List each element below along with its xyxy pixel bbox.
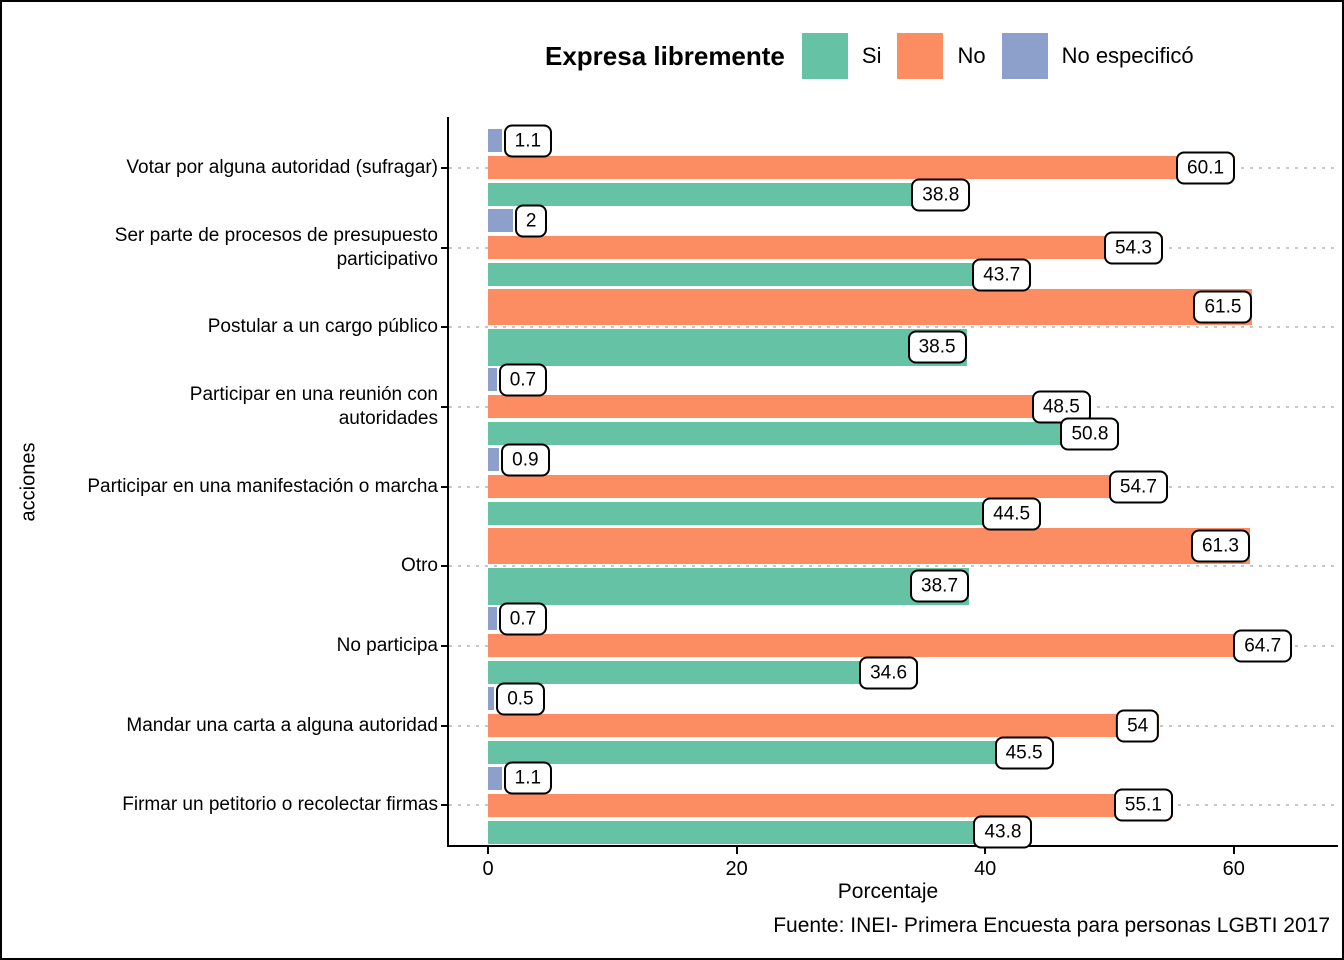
- x-axis-title: Porcentaje: [837, 880, 939, 903]
- bar-No: [488, 475, 1168, 498]
- bar-Si: [488, 502, 1042, 525]
- value-label: 50.8: [1060, 417, 1120, 451]
- legend-item: Si: [801, 33, 882, 79]
- legend-item-label: No especificó: [1061, 43, 1194, 68]
- legend: Expresa libremente Si No No especificó: [545, 33, 1210, 79]
- y-tick: [441, 326, 449, 329]
- value-label: 38.5: [907, 330, 967, 364]
- bar-No: [488, 634, 1293, 658]
- value-label: 0.9: [501, 443, 550, 476]
- category-label: Postular a un cargo público: [207, 316, 438, 338]
- plot-panel: Votar por alguna autoridad (sufragar) 1.1…: [87, 124, 1338, 849]
- value-label: 0.7: [498, 363, 548, 397]
- category-label: Otro: [401, 555, 438, 577]
- legend-item: No: [897, 33, 986, 79]
- x-tick-label: 60: [1222, 858, 1245, 880]
- value-label: 43.7: [972, 258, 1032, 291]
- x-tick-label: 40: [974, 858, 997, 880]
- value-label: 34.6: [859, 656, 919, 690]
- value-label: 55.1: [1113, 788, 1173, 822]
- x-tick: [1232, 847, 1235, 854]
- y-tick: [441, 485, 449, 488]
- gridline: [449, 565, 1338, 568]
- value-label: 43.8: [973, 815, 1033, 849]
- bar-No especificó: [488, 129, 502, 153]
- bar-No especificó: [488, 766, 502, 790]
- legend-item: No especificó: [1001, 33, 1194, 79]
- y-axis-line: [447, 117, 449, 847]
- value-label: 64.7: [1233, 629, 1293, 663]
- y-tick: [441, 644, 449, 647]
- value-label: 38.8: [911, 178, 971, 212]
- legend-title: Expresa libremente: [545, 40, 785, 71]
- bar-No especificó: [488, 607, 497, 631]
- bar-No: [488, 395, 1091, 419]
- value-label: 0.7: [498, 602, 548, 636]
- value-label: 61.5: [1193, 290, 1253, 324]
- category-label: Participar en una reunión con autoridade…: [189, 383, 438, 429]
- bar-No: [488, 527, 1250, 565]
- x-tick: [984, 847, 987, 854]
- bar-No especificó: [488, 368, 497, 392]
- bar-No: [488, 236, 1163, 259]
- legend-item-label: No: [957, 43, 986, 68]
- legend-item-label: Si: [861, 43, 882, 68]
- bar-Si: [488, 568, 970, 605]
- bar-Si: [488, 661, 919, 685]
- bar-No: [488, 714, 1160, 737]
- category-label: Mandar una carta a alguna autoridad: [126, 714, 438, 736]
- value-label: 0.5: [496, 682, 545, 715]
- x-tick-label: 0: [482, 858, 494, 880]
- y-tick: [441, 565, 449, 568]
- value-label: 54.3: [1103, 231, 1163, 264]
- legend-swatch-si: [801, 33, 848, 79]
- value-label: 1.1: [503, 761, 553, 795]
- bar-No: [488, 288, 1253, 326]
- gridline: [449, 326, 1338, 329]
- bar-Si: [488, 329, 967, 366]
- category-label: Ser parte de procesos de presupuesto par…: [114, 224, 438, 270]
- y-axis-title: acciones: [17, 442, 40, 522]
- value-label: 60.1: [1176, 151, 1236, 185]
- value-label: 2: [514, 204, 548, 237]
- bar-Si: [488, 263, 1032, 286]
- legend-swatch-no: [897, 33, 944, 79]
- bar-No especificó: [488, 209, 513, 232]
- value-label: 45.5: [994, 736, 1054, 769]
- legend-items: Si No No especificó: [801, 33, 1210, 79]
- category-label: No participa: [336, 634, 438, 656]
- value-label: 54: [1116, 709, 1160, 742]
- value-label: 1.1: [503, 124, 553, 158]
- bar-Si: [488, 422, 1120, 446]
- bar-Si: [488, 741, 1054, 764]
- y-tick: [441, 246, 449, 249]
- bar-No especificó: [488, 448, 500, 471]
- y-tick: [441, 405, 449, 408]
- value-label: 38.7: [910, 569, 970, 603]
- x-tick: [735, 847, 738, 854]
- x-tick-label: 20: [725, 858, 748, 880]
- y-tick: [441, 166, 449, 169]
- category-label: Votar por alguna autoridad (sufragar): [126, 156, 438, 178]
- bar-No: [488, 793, 1173, 817]
- category-label: Firmar un petitorio o recolectar firmas: [122, 794, 438, 816]
- value-label: 54.7: [1108, 470, 1168, 503]
- bar-Si: [488, 183, 971, 207]
- value-label: 44.5: [982, 497, 1042, 530]
- x-tick: [487, 847, 489, 854]
- y-tick: [441, 804, 449, 807]
- value-label: 61.3: [1190, 529, 1250, 563]
- bar-Si: [488, 820, 1033, 844]
- legend-swatch-no-especifico: [1001, 33, 1048, 79]
- bar-No: [488, 156, 1236, 180]
- x-axis-line: [447, 845, 1338, 847]
- source-caption: Fuente: INEI- Primera Encuesta para pers…: [773, 914, 1330, 937]
- y-tick: [441, 724, 449, 727]
- bar-No especificó: [488, 687, 495, 710]
- category-label: Participar en una manifestación o marcha: [87, 475, 438, 497]
